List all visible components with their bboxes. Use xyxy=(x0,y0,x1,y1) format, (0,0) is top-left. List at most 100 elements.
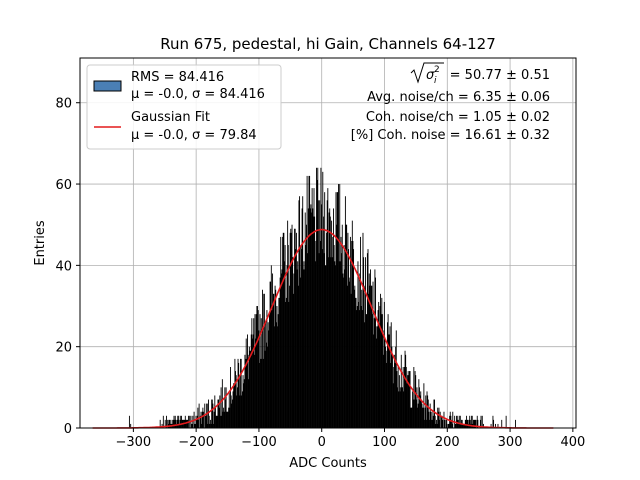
histogram-bar xyxy=(297,261,299,428)
histogram-bar xyxy=(425,395,427,428)
histogram-bar xyxy=(294,228,295,428)
histogram-bar xyxy=(382,330,384,428)
histogram-bar xyxy=(272,293,274,428)
histogram-bar xyxy=(312,216,314,428)
svg-text:σ: σ xyxy=(426,68,435,83)
histogram-bar xyxy=(261,358,263,428)
histogram-bar xyxy=(475,419,477,428)
histogram-bar xyxy=(385,362,387,428)
histogram-bar xyxy=(263,293,265,428)
histogram-bar xyxy=(361,310,363,428)
histogram-bar xyxy=(414,371,416,428)
histogram-bar xyxy=(360,306,362,428)
histogram-bar xyxy=(346,224,348,428)
histogram-bar xyxy=(162,415,164,428)
histogram-bar xyxy=(319,240,321,428)
histogram-bar xyxy=(369,285,371,428)
histogram-bar xyxy=(386,350,388,428)
histogram-bar xyxy=(433,399,435,428)
histogram-bar xyxy=(391,346,393,428)
histogram-bar xyxy=(274,285,276,428)
y-axis-ticks: 0 20 40 60 80 xyxy=(55,97,80,437)
histogram-bar xyxy=(376,338,378,428)
histogram-bar xyxy=(232,391,234,428)
histogram-bar xyxy=(270,265,272,428)
histogram-bar xyxy=(212,403,214,428)
histogram-bar xyxy=(373,334,375,428)
histogram-bar xyxy=(441,415,443,428)
legend: RMS = 84.416 μ = -0.0, σ = 84.416 Gaussi… xyxy=(86,64,282,150)
histogram-bar xyxy=(410,407,412,428)
histogram-bar xyxy=(263,293,265,428)
histogram-bar xyxy=(315,240,317,428)
histogram-bar xyxy=(330,257,332,428)
histogram-bar xyxy=(394,362,396,428)
histogram-bar xyxy=(343,277,344,428)
histogram-bar xyxy=(493,419,495,428)
histogram-bar xyxy=(260,318,262,428)
histogram-bar xyxy=(324,265,326,428)
stat-coh-noise-percent: [%] Coh. noise = 16.61 ± 0.32 xyxy=(351,128,550,143)
histogram-bar xyxy=(417,407,419,428)
histogram-bar xyxy=(390,322,392,428)
histogram-bar xyxy=(336,224,338,428)
histogram-bar xyxy=(428,411,430,428)
histogram-bar xyxy=(258,362,260,428)
histogram-bar xyxy=(418,379,420,428)
histogram-bar xyxy=(363,322,365,428)
histogram-bar xyxy=(339,261,341,428)
histogram-bar xyxy=(177,415,179,428)
histogram-bar xyxy=(314,216,316,428)
x-tick-label: −300 xyxy=(116,435,152,450)
histogram-bar xyxy=(289,232,291,428)
histogram-bar xyxy=(273,293,275,428)
histogram-bar xyxy=(206,403,208,428)
histogram-bar xyxy=(356,306,358,428)
histogram-bar xyxy=(177,415,179,428)
histogram-bar xyxy=(468,419,470,428)
histogram-bar xyxy=(368,273,370,428)
legend-histogram-stats: μ = -0.0, σ = 84.416 xyxy=(131,87,265,102)
histogram-bar xyxy=(242,375,244,428)
histogram-bar xyxy=(447,423,449,428)
histogram-bar xyxy=(430,419,432,428)
histogram-bar xyxy=(354,297,356,428)
histogram-bar xyxy=(295,249,297,428)
histogram-bar xyxy=(395,346,397,428)
histogram-bar xyxy=(446,423,448,428)
histogram-bar xyxy=(351,240,353,428)
histogram-bar xyxy=(400,354,402,428)
histogram-bar xyxy=(236,395,238,428)
histogram-bar xyxy=(439,411,441,428)
histogram-bar xyxy=(350,293,352,428)
histogram-bar xyxy=(334,261,336,428)
histogram-bar xyxy=(384,338,386,428)
histogram-bar xyxy=(301,249,302,428)
histogram-bar xyxy=(209,423,211,428)
histogram-bar xyxy=(210,423,212,428)
histogram-bar xyxy=(326,200,328,428)
histogram-bar xyxy=(287,245,289,428)
histogram-bar xyxy=(396,371,398,428)
histogram-bar xyxy=(364,285,366,428)
histogram-bar xyxy=(473,419,474,428)
histogram-bar xyxy=(257,310,259,428)
histogram-bar xyxy=(319,200,321,428)
histogram-bar xyxy=(317,200,319,428)
histogram-bar xyxy=(285,297,287,428)
histogram-bar xyxy=(455,423,457,428)
histogram-bar xyxy=(307,208,309,428)
histogram-bar xyxy=(257,306,258,428)
histogram-bar xyxy=(270,281,272,428)
histogram-bar xyxy=(226,411,228,428)
histogram-bar xyxy=(245,338,247,428)
histogram-bar xyxy=(289,285,290,428)
histogram-bar xyxy=(174,419,176,428)
histogram-bar xyxy=(349,281,351,428)
histogram-bar xyxy=(371,285,373,428)
histogram-bar xyxy=(253,318,255,428)
histogram-bar xyxy=(271,310,273,428)
histogram-bar xyxy=(437,407,439,428)
histogram-bar xyxy=(458,423,460,428)
histogram-bar xyxy=(422,407,424,428)
